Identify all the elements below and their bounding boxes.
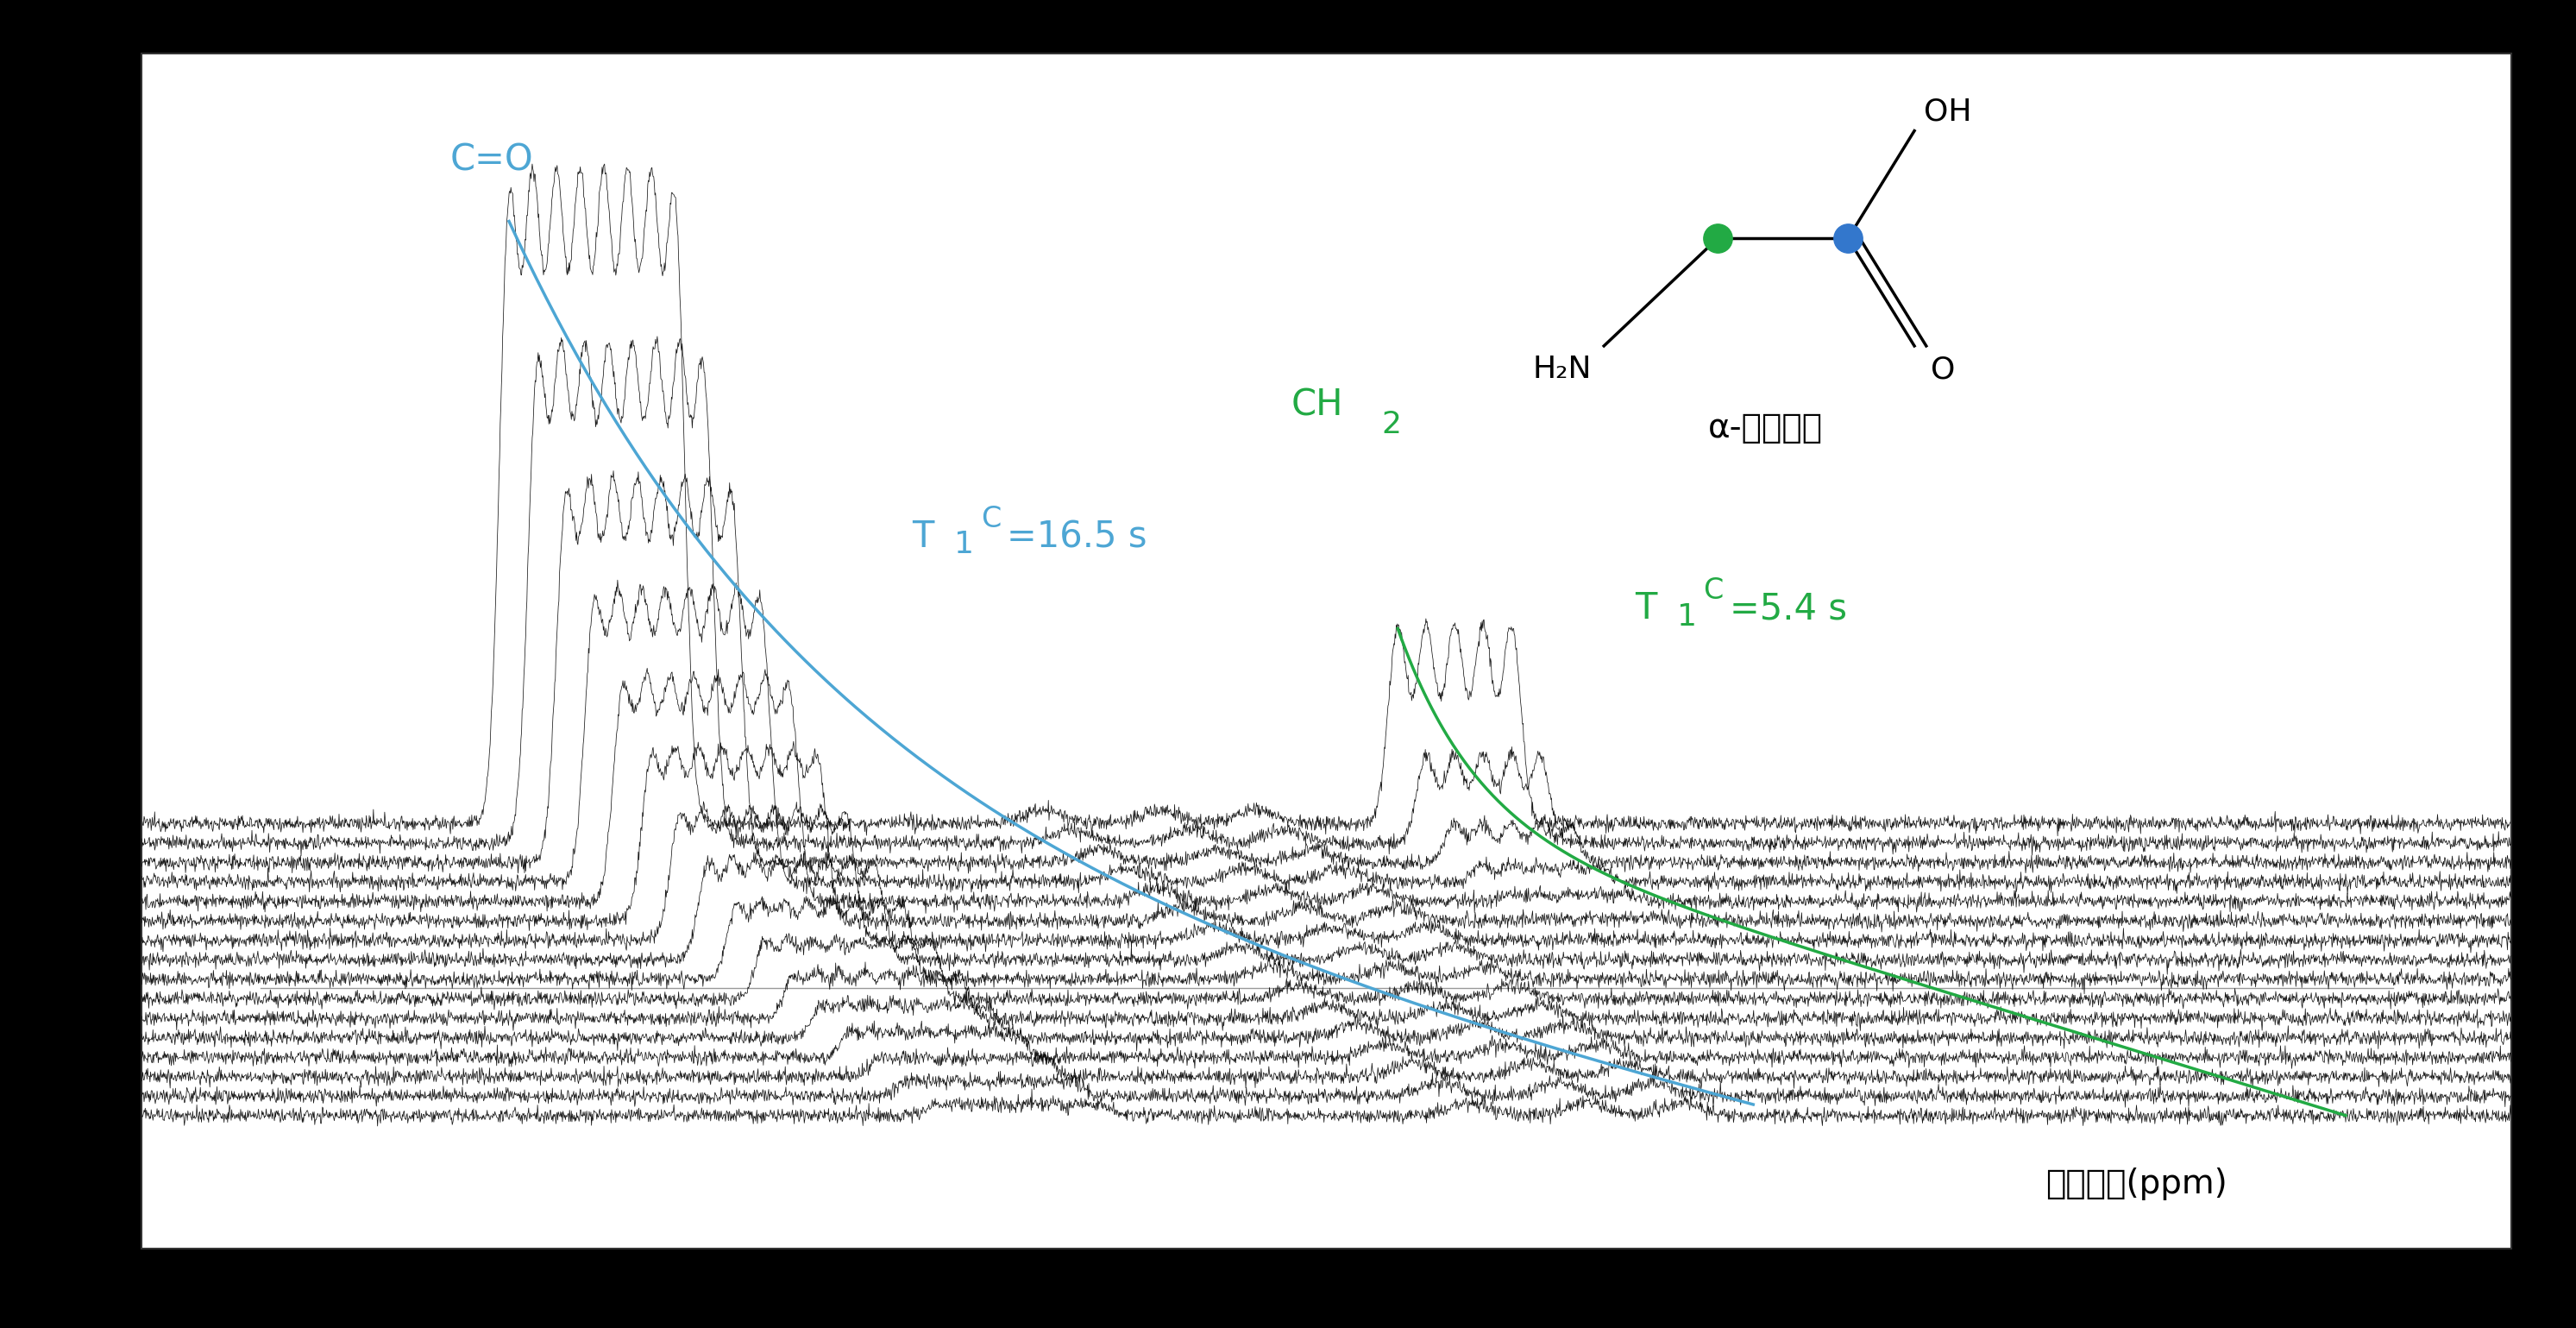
Text: α-グリシン: α-グリシン [1708,412,1821,445]
Text: H₂N: H₂N [1533,355,1592,384]
Text: C: C [981,505,999,533]
Text: 2: 2 [1381,410,1401,440]
Text: 1: 1 [1677,602,1698,631]
Text: CH: CH [1291,388,1342,424]
Text: 1: 1 [956,530,974,559]
Text: OH: OH [1924,97,1971,126]
Text: C=O: C=O [451,142,533,179]
Text: 化学フト(ppm): 化学フト(ppm) [2045,1167,2228,1201]
Text: =5.4 s: =5.4 s [1728,591,1847,627]
Text: C: C [1703,576,1723,604]
Text: O: O [1932,355,1955,384]
Text: T: T [912,519,933,555]
Text: T: T [1636,591,1656,627]
Text: =16.5 s: =16.5 s [1007,519,1146,555]
